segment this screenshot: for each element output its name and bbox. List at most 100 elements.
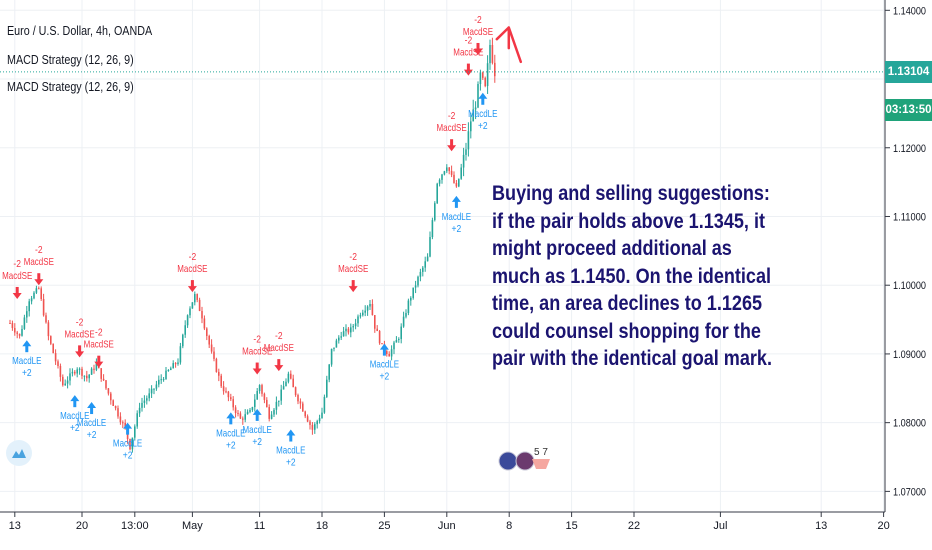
candle-body [280,389,282,401]
candle-body [438,179,441,184]
candle-body [460,167,462,179]
candle-body [417,276,419,286]
candle-body [494,62,496,77]
candle-body [306,416,309,422]
candle-body [119,416,122,423]
candle-body [9,323,11,325]
signal-qty: +2 [70,423,80,434]
signal-arrow-shaft [37,273,41,281]
candle-body [35,288,38,293]
signal-arrow-head [70,395,80,402]
signal-qty: +2 [87,429,97,440]
signal-arrow-head [94,361,104,368]
time-tick-label: Jul [713,520,727,532]
signal-qty: -2 [95,327,103,338]
signal-qty: -2 [275,330,283,341]
candle-body [254,399,256,408]
candle-body [465,149,467,155]
signal-arrow-shaft [454,200,458,208]
signal-label: MacdSE [338,263,368,274]
candle-body [400,326,402,340]
candle-body [201,310,203,319]
legend-symbol[interactable]: Euro / U.S. Dollar, 4h, OANDA [7,24,153,38]
candle-body [323,396,326,413]
candle-body [472,109,474,122]
signal-qty: -2 [474,14,482,25]
signal-arrow-head [274,365,284,372]
candle-body [174,363,177,365]
candle-body [33,292,35,299]
time-tick-label: 8 [506,520,512,532]
candle-body [88,374,90,379]
signal-arrow-shaft [476,42,480,50]
candle-body [81,368,83,376]
candle-body [410,297,412,301]
candle-body [431,220,434,238]
candle-body [76,369,78,374]
candle-body [215,358,218,372]
signal-label: MacdLE [370,359,399,370]
signal-label: MacdSE [64,329,94,340]
signal-label: MacdSE [264,342,294,353]
candle-body [206,328,208,336]
candle-body [64,383,66,386]
signal-arrow-head [22,340,32,347]
candle-body [155,384,158,389]
signal-qty: -2 [448,111,456,122]
signal-arrow-shaft [289,434,293,442]
candle-body [74,371,76,374]
candle-body [177,362,179,365]
signal-arrow-head [87,402,97,409]
candle-body [100,368,102,379]
candle-body [11,323,14,329]
candle-body [83,375,86,377]
signal-qty: -2 [189,251,197,262]
candle-body [297,395,299,402]
signal-qty: -2 [349,251,357,262]
signal-arrow-shaft [277,359,281,367]
signal-arrow-shaft [481,97,485,105]
candle-body [242,418,244,420]
candle-body [160,379,162,381]
candle-body [388,353,390,357]
candle-body [462,154,465,168]
candle-body [170,368,172,371]
signal-qty: -2 [465,35,473,46]
candle-body [369,303,371,307]
time-tick-label: 20 [877,520,889,532]
candle-body [153,388,155,390]
signal-label: MacdSE [463,26,493,37]
price-tick-label: 1.11000 [893,211,926,223]
candle-body [316,421,318,425]
candle-body [362,312,364,316]
candle-body [184,325,186,335]
candle-body [138,407,141,414]
candle-body [340,336,342,338]
legend-study-2[interactable]: MACD Strategy (12, 26, 9) [7,80,134,94]
candle-body [484,77,486,87]
signal-label: MacdLE [77,417,106,428]
candle-body [150,388,153,394]
candle-body [477,84,479,108]
candle-body [218,371,220,376]
candle-body [285,381,287,387]
candle-body [390,349,393,357]
candle-body [172,363,174,369]
candle-body [321,412,323,419]
signal-label: MacdSE [453,47,483,58]
candle-body [134,426,136,438]
tradingview-logo[interactable] [6,440,32,466]
candle-body [326,379,328,397]
candle-body [335,340,338,348]
time-tick-label: 18 [316,520,328,532]
candle-body [203,318,206,329]
signal-label: MacdLE [60,410,89,421]
candle-body [479,72,482,85]
legend-study-1[interactable]: MACD Strategy (12, 26, 9) [7,53,134,67]
candle-body [287,373,290,382]
candle-body [314,424,316,430]
price-tick-label: 1.08000 [893,418,926,430]
time-tick-label: 25 [378,520,390,532]
